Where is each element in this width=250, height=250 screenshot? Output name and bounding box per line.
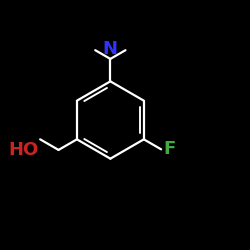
Text: N: N [103, 40, 118, 58]
Text: F: F [163, 140, 175, 158]
Text: HO: HO [8, 140, 38, 158]
